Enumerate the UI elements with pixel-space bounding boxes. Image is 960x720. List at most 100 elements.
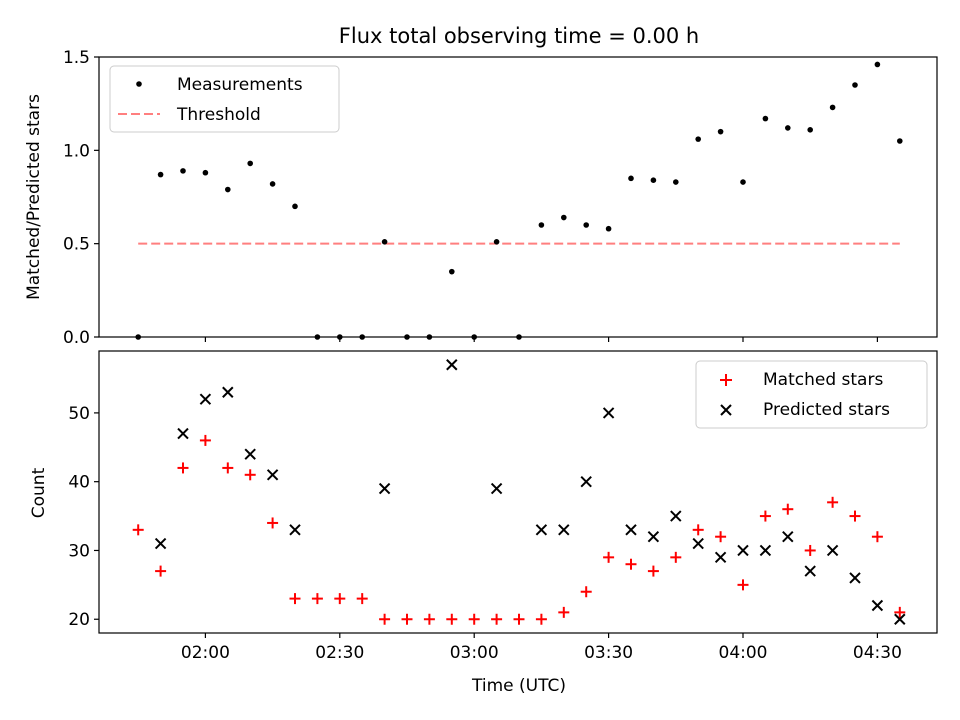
measurement-point: [650, 177, 657, 183]
x-tick-label: 03:30: [584, 643, 633, 663]
measurement-point: [605, 225, 612, 232]
top-y-tick-label: 0.0: [63, 328, 90, 348]
matched-star-point: [625, 558, 637, 570]
measurement-point: [314, 334, 321, 340]
measurement-point: [829, 104, 836, 111]
measurement-point: [740, 179, 746, 185]
predicted-star-point: [535, 524, 548, 536]
measurement-point: [516, 334, 522, 340]
matched-star-point: [267, 517, 279, 529]
top-ylabel: Matched/Predicted stars: [24, 94, 44, 300]
matched-star-point: [670, 551, 682, 563]
top-panel: 0.0 0.5 1.0 1.5 Matched/Predicted stars Mea…: [24, 48, 938, 348]
matched-star-point: [782, 503, 794, 515]
matched-star-point: [446, 613, 458, 625]
x-tick-label: 02:30: [315, 643, 364, 663]
predicted-star-point: [871, 599, 884, 612]
x-tick-label: 03:00: [450, 643, 499, 663]
matched-star-point: [379, 613, 391, 625]
bottom-legend-box: [695, 360, 928, 429]
predicted-star-point: [759, 544, 772, 557]
bottom-y-tick-label: 50: [68, 404, 90, 424]
measurement-point: [449, 268, 455, 275]
bottom-y-tick-label: 20: [68, 610, 90, 630]
measurement-point: [471, 334, 478, 340]
matched-star-point: [491, 613, 503, 625]
predicted-star-point: [894, 613, 906, 625]
matched-star-point: [155, 565, 167, 577]
matched-star-point: [535, 613, 547, 625]
matched-star-point: [894, 606, 906, 618]
top-y-tick-label: 1.0: [63, 141, 90, 161]
measurement-point: [852, 82, 858, 88]
predicted-star-point: [266, 469, 279, 481]
matched-star-point: [289, 593, 301, 605]
predicted-star-point: [490, 482, 503, 495]
predicted-star-point: [446, 359, 458, 371]
predicted-star-point: [714, 551, 727, 564]
x-tick-label: 04:00: [719, 643, 768, 663]
matched-star-point: [715, 531, 727, 543]
matched-star-point: [177, 462, 189, 474]
measurement-point: [628, 175, 634, 182]
matched-star-point: [580, 586, 592, 598]
matched-star-point: [603, 551, 615, 563]
top-y-tick-label: 1.5: [63, 48, 90, 68]
matched-star-point: [423, 613, 435, 625]
predicted-star-point: [222, 386, 234, 398]
matched-star-point: [468, 613, 480, 625]
measurement-point: [269, 181, 276, 187]
bottom-legend: Matched stars Predicted stars: [695, 360, 928, 429]
predicted-star-point: [580, 475, 592, 488]
matched-star-point: [849, 510, 861, 522]
matched-star-point: [244, 469, 256, 481]
measurement-point: [381, 239, 388, 245]
matched-star-point: [737, 579, 749, 591]
bottom-y-tick-label: 40: [68, 473, 90, 493]
bottom-y-tick-label: 30: [68, 541, 90, 561]
bottom-ylabel: Count: [29, 467, 49, 518]
x-tick-label: 04:30: [853, 643, 902, 663]
measurement-point: [695, 136, 701, 142]
predicted-star-point: [737, 544, 749, 557]
predicted-star-point: [154, 537, 167, 550]
x-tick-label: 02:00: [181, 643, 230, 663]
predicted-star-point: [177, 427, 189, 440]
predicted-star-point: [378, 482, 391, 495]
measurement-point: [225, 186, 231, 193]
matched-star-point: [311, 593, 323, 605]
measurement-point: [785, 125, 791, 131]
matched-star-point: [558, 606, 570, 618]
matched-star-point: [759, 510, 771, 522]
x-axis-label: Time (UTC): [471, 676, 566, 696]
measurement-point: [202, 169, 209, 176]
predicted-star-point: [670, 510, 682, 522]
predicted-star-point: [804, 565, 816, 577]
measurement-point: [762, 115, 769, 122]
matched-star-point: [222, 462, 234, 474]
measurement-point: [538, 222, 545, 228]
legend-threshold-label: Threshold: [176, 105, 261, 125]
legend-predicted-marker: [720, 404, 732, 416]
predicted-star-point: [602, 407, 615, 419]
measurement-point: [717, 128, 724, 135]
legend-matched-marker: [720, 374, 732, 386]
measurement-point: [807, 127, 813, 133]
matched-star-point: [199, 434, 211, 446]
measurement-point: [897, 138, 903, 144]
measurement-point: [583, 222, 589, 228]
measurement-point: [292, 203, 298, 210]
matched-star-point: [356, 593, 368, 605]
predicted-star-point: [782, 531, 794, 543]
predicted-star-point: [558, 524, 570, 536]
top-legend-box: [109, 65, 340, 133]
measurement-point: [247, 160, 253, 167]
predicted-star-point: [625, 524, 637, 536]
measurement-point: [673, 179, 679, 185]
legend-predicted-label: Predicted stars: [763, 400, 890, 420]
measurement-point: [493, 239, 500, 245]
predicted-star-point: [647, 531, 660, 543]
legend-measurements-marker: [136, 81, 142, 87]
matched-star-point: [804, 544, 816, 556]
